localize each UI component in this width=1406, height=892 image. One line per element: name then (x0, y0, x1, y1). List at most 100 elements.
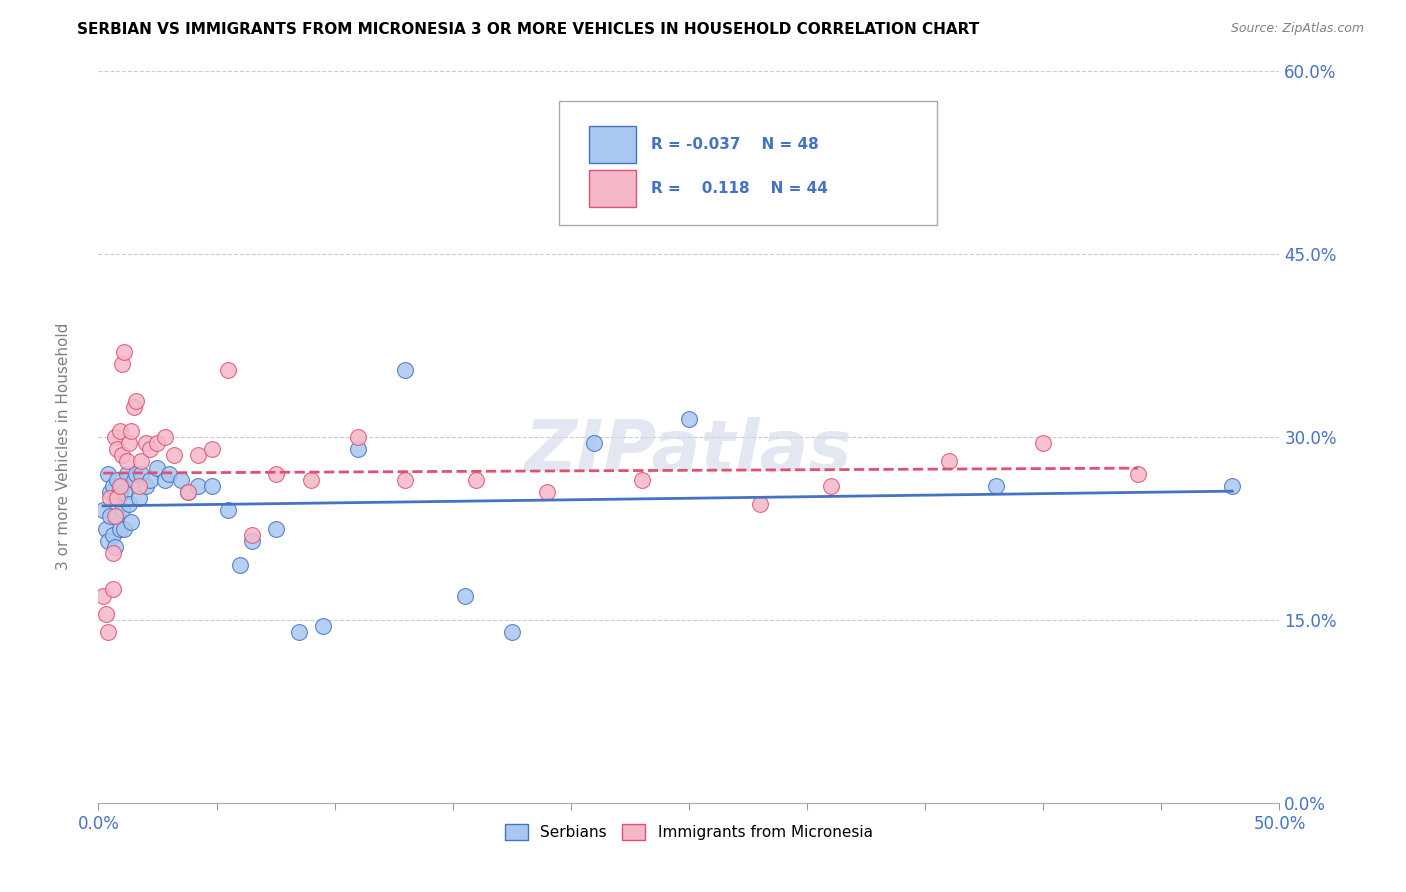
Point (583, 436, 606, 450)
Text: ZIPatlas: ZIPatlas (526, 417, 852, 486)
Point (111, 357, 134, 371)
Point (91, 589, 114, 603)
Legend: Serbians, Immigrants from Micronesia: Serbians, Immigrants from Micronesia (499, 818, 879, 847)
Point (105, 509, 128, 524)
Point (112, 344, 135, 359)
Point (201, 442, 224, 457)
Point (465, 473, 488, 487)
Point (97, 467, 120, 481)
Text: Source: ZipAtlas.com: Source: ZipAtlas.com (1230, 22, 1364, 36)
Point (1126, 467, 1149, 481)
Point (938, 454, 960, 468)
Text: R = -0.037    N = 48: R = -0.037 N = 48 (651, 137, 818, 152)
Point (108, 521, 131, 535)
Point (121, 516, 143, 530)
Point (125, 393, 148, 408)
Point (264, 521, 287, 535)
Point (118, 436, 141, 450)
Point (217, 363, 239, 377)
Point (229, 558, 252, 573)
Point (105, 442, 128, 457)
Point (101, 527, 124, 541)
Point (129, 467, 152, 481)
Point (288, 625, 311, 640)
Point (501, 625, 523, 640)
Point (177, 485, 200, 500)
Point (984, 479, 1007, 493)
Point (299, 473, 322, 487)
Point (125, 467, 148, 481)
Point (94, 607, 117, 621)
Point (312, 619, 335, 633)
Point (347, 442, 370, 457)
Point (105, 491, 128, 505)
Point (108, 485, 131, 500)
Point (118, 497, 141, 511)
FancyBboxPatch shape (560, 101, 936, 225)
Point (187, 448, 209, 462)
Point (453, 589, 475, 603)
Point (112, 485, 135, 500)
Point (104, 491, 127, 505)
Point (139, 473, 162, 487)
Point (748, 497, 770, 511)
Point (129, 454, 152, 468)
Point (1220, 479, 1243, 493)
Point (394, 473, 416, 487)
Point (91, 503, 114, 517)
Point (240, 533, 263, 548)
Point (101, 479, 124, 493)
Point (111, 479, 134, 493)
Point (157, 467, 180, 481)
Point (630, 473, 652, 487)
Point (153, 430, 176, 444)
Point (105, 473, 128, 487)
Point (108, 479, 131, 493)
Text: R =    0.118    N = 44: R = 0.118 N = 44 (651, 181, 828, 196)
Point (394, 363, 416, 377)
Point (201, 479, 224, 493)
Point (177, 485, 200, 500)
Point (108, 424, 131, 438)
Point (170, 473, 193, 487)
Point (153, 473, 176, 487)
Point (97, 533, 120, 548)
Point (115, 467, 138, 481)
FancyBboxPatch shape (589, 170, 636, 207)
Point (135, 479, 157, 493)
Point (98, 509, 121, 524)
Point (111, 503, 134, 517)
Point (101, 546, 124, 560)
Point (112, 521, 135, 535)
Point (217, 503, 239, 517)
Point (122, 400, 145, 414)
Point (98, 491, 121, 505)
Point (187, 479, 209, 493)
Point (820, 479, 842, 493)
Point (94, 521, 117, 535)
Point (139, 442, 162, 457)
Point (347, 430, 370, 444)
Point (122, 473, 145, 487)
Point (135, 436, 157, 450)
Point (101, 582, 124, 597)
FancyBboxPatch shape (589, 126, 636, 163)
Point (98, 485, 121, 500)
Point (146, 436, 169, 450)
Text: 3 or more Vehicles in Household: 3 or more Vehicles in Household (56, 322, 70, 570)
Point (97, 625, 120, 640)
Point (128, 491, 150, 505)
Point (128, 479, 150, 493)
Point (104, 430, 127, 444)
Text: SERBIAN VS IMMIGRANTS FROM MICRONESIA 3 OR MORE VEHICLES IN HOUSEHOLD CORRELATIO: SERBIAN VS IMMIGRANTS FROM MICRONESIA 3 … (77, 22, 980, 37)
Point (111, 448, 134, 462)
Point (121, 424, 143, 438)
Point (264, 467, 287, 481)
Point (146, 460, 169, 475)
Point (104, 509, 127, 524)
Point (536, 485, 558, 500)
Point (163, 448, 186, 462)
Point (678, 412, 700, 426)
Point (115, 454, 138, 468)
Point (240, 527, 263, 541)
